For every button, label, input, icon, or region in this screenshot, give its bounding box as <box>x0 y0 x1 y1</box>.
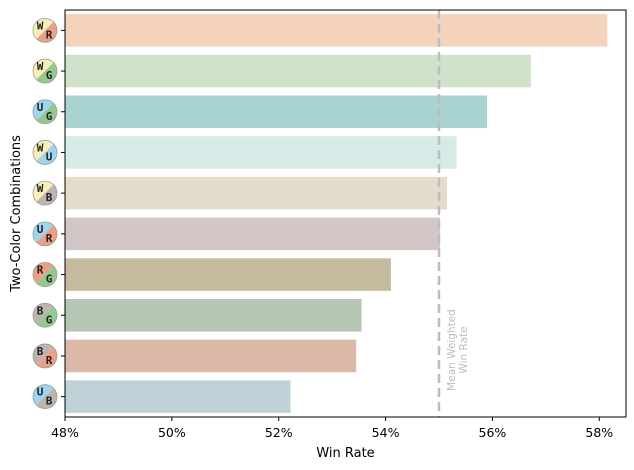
icon-letter-1: U <box>37 386 44 399</box>
icon-half-R <box>36 21 57 43</box>
reference-line-label-2: Win Rate <box>458 326 470 373</box>
icon-letter-2: G <box>46 110 53 123</box>
y-axis-label: Two-Color Combinations <box>9 135 24 293</box>
icon-letter-2: R <box>46 28 53 41</box>
icon-half-B <box>33 303 54 324</box>
icon-letter-2: R <box>46 354 53 367</box>
color-pair-icon-UR: UR <box>32 221 58 247</box>
icon-half-W <box>33 18 54 39</box>
bar-WU <box>65 136 457 169</box>
color-pair-icon-WB: WB <box>32 180 58 206</box>
icon-letter-1: U <box>37 101 44 114</box>
icon-half-G <box>36 62 57 84</box>
icon-half-B <box>33 343 54 365</box>
icon-half-W <box>33 140 54 161</box>
icon-letter-2: B <box>46 191 53 204</box>
bar-UG <box>65 95 488 129</box>
bar-WB <box>65 176 448 210</box>
plot-frame <box>64 9 627 418</box>
icon-half-W <box>33 59 54 80</box>
x-tick-label: 54% <box>372 425 400 440</box>
bar-WG <box>65 54 531 88</box>
color-pair-icon-UG: UG <box>32 99 58 125</box>
icon-letter-1: W <box>37 182 44 195</box>
reference-line-group: Mean WeightedWin Rate <box>437 10 470 417</box>
icon-letter-2: R <box>46 232 53 245</box>
color-pair-icon-WU: WU <box>32 140 58 165</box>
x-tick-label: 58% <box>585 425 613 440</box>
color-pair-icon-WG: WG <box>32 58 58 84</box>
color-pair-icon-BG: BG <box>32 302 58 328</box>
bars-group <box>65 14 608 413</box>
bar-WR <box>65 14 608 47</box>
icon-half-B <box>36 184 58 206</box>
bar-UR <box>65 217 441 251</box>
icon-letter-1: W <box>37 141 44 154</box>
icon-half-U <box>32 384 54 406</box>
icon-outline <box>32 221 58 247</box>
icon-half-B <box>36 388 58 409</box>
icon-letter-1: B <box>37 304 44 317</box>
icon-half-U <box>33 99 54 121</box>
icon-outline <box>32 302 58 328</box>
reference-line-label-1: Mean Weighted <box>446 309 458 391</box>
x-tick-label: 52% <box>265 425 293 440</box>
icon-outline <box>32 384 58 410</box>
icon-half-R <box>33 262 54 284</box>
icon-half-R <box>36 347 57 368</box>
icon-outline <box>32 140 58 165</box>
color-pair-icon-RG: RG <box>32 262 58 287</box>
icon-letter-1: W <box>37 19 44 32</box>
icon-outline <box>32 17 58 43</box>
icon-letter-1: U <box>37 223 44 236</box>
icon-half-G <box>36 103 58 124</box>
icon-half-U <box>33 221 54 243</box>
icon-outline <box>32 58 58 84</box>
color-pair-icon-BR: BR <box>32 343 58 369</box>
reference-line-label: Mean WeightedWin Rate <box>446 309 470 391</box>
icon-letter-1: B <box>37 345 44 358</box>
color-pair-icon-WR: WR <box>32 17 58 43</box>
icon-letter-2: G <box>46 273 53 286</box>
x-axis-label: Win Rate <box>316 446 374 461</box>
icon-letter-2: B <box>46 395 53 408</box>
bar-RG <box>65 258 391 291</box>
color-pair-icon-UB: UB <box>32 384 58 410</box>
icon-letter-2: G <box>46 69 53 82</box>
x-axis: 48% 50% 52% 54% 56% 58% <box>51 417 613 440</box>
icon-outline <box>32 343 58 369</box>
x-tick-label: 56% <box>479 425 507 440</box>
icon-half-G <box>36 306 57 328</box>
icon-half-R <box>36 225 57 246</box>
x-tick-label: 48% <box>51 425 79 440</box>
icon-letter-1: R <box>37 264 44 277</box>
bar-BR <box>65 339 357 373</box>
icon-letter-1: W <box>37 60 44 73</box>
bar-UB <box>65 380 291 413</box>
icon-letter-2: U <box>46 150 53 163</box>
icon-half-G <box>36 266 57 287</box>
icon-letter-2: G <box>46 313 53 326</box>
icon-outline <box>32 262 58 287</box>
x-tick-label: 50% <box>158 425 186 440</box>
icon-half-U <box>36 143 58 165</box>
icon-outline <box>32 99 58 125</box>
icon-half-W <box>33 181 54 202</box>
icon-outline <box>32 180 58 206</box>
bar-BG <box>65 298 362 332</box>
